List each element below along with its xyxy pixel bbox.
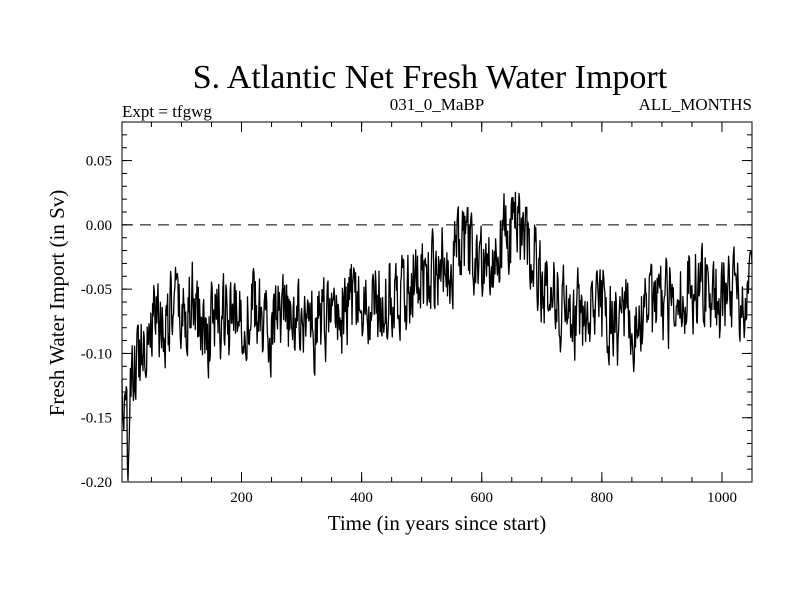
subtitle-experiment: Expt = tfgwg: [122, 102, 212, 121]
subtitle-run: 031_0_MaBP: [390, 95, 484, 114]
x-tick-label: 200: [230, 490, 253, 506]
plot-area: 200 400 600 800 1000 -0.20 -0.15 -0.10 -0.05 0.00…: [81, 121, 753, 506]
subtitle-months: ALL_MONTHS: [639, 95, 752, 114]
x-tick-label: 600: [470, 490, 493, 506]
series-line-fresh-water-import: [121, 191, 753, 482]
y-tick-label: 0.05: [86, 154, 112, 170]
x-tick-label: 800: [591, 490, 614, 506]
x-axis-label: Time (in years since start): [328, 511, 547, 535]
y-tick-label: -0.10: [81, 346, 112, 362]
chart-title: S. Atlantic Net Fresh Water Import: [193, 59, 668, 96]
y-tick-label: 0.00: [86, 218, 112, 234]
y-tick-label: -0.15: [81, 411, 112, 427]
y-tick-label: -0.05: [81, 282, 112, 298]
x-tick-label: 1000: [707, 490, 737, 506]
y-axis-label: Fresh Water Import (in Sv): [45, 190, 69, 417]
x-tick-label: 400: [350, 490, 373, 506]
y-tick-label: -0.20: [81, 475, 112, 491]
